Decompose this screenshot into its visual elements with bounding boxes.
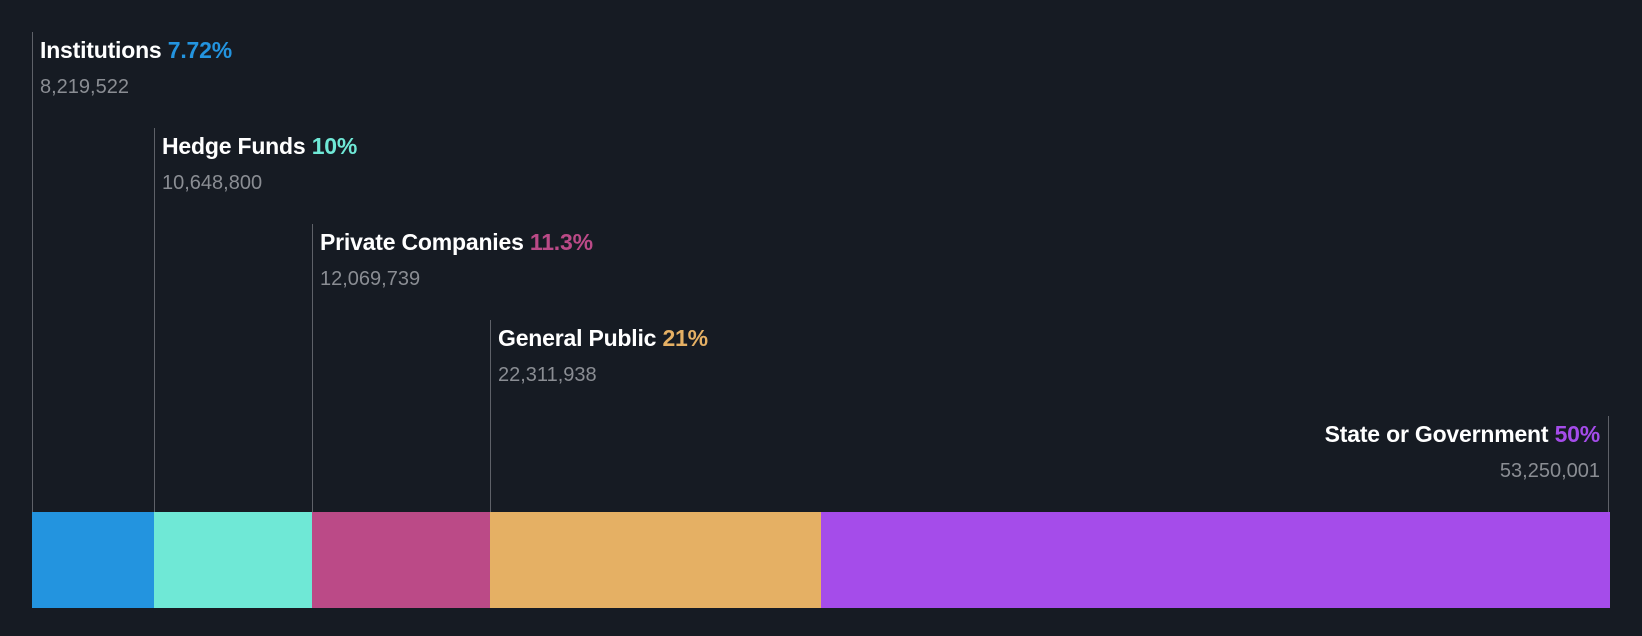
shares-count: 10,648,800 (162, 172, 263, 194)
label-institutions: Institutions 7.72% 8,219,522 (40, 36, 232, 100)
percent-value: 10% (311, 133, 358, 159)
bar-segment-institutions (32, 512, 154, 608)
category-name: General Public (498, 325, 657, 351)
percent-value: 7.72% (167, 37, 232, 63)
shares-count: 22,311,938 (498, 364, 597, 386)
percent-value: 11.3% (529, 229, 593, 255)
marker-line-hedge-funds (154, 128, 155, 512)
shares-count: 12,069,739 (320, 268, 421, 290)
bar-segment-general-public (490, 512, 821, 608)
label-hedge-funds: Hedge Funds 10% 10,648,800 (162, 132, 357, 196)
marker-line-general-public (490, 320, 491, 512)
label-private-companies: Private Companies 11.3% 12,069,739 (320, 228, 593, 292)
marker-line-state-government (1608, 416, 1609, 512)
bar-segment-private-companies (312, 512, 490, 608)
percent-value: 50% (1554, 421, 1601, 447)
category-name: State or Government (1324, 421, 1549, 447)
shares-count: 8,219,522 (40, 76, 129, 98)
category-name: Private Companies (320, 229, 524, 255)
shares-count: 53,250,001 (1499, 460, 1600, 482)
bar-segment-state-government (821, 512, 1610, 608)
marker-line-institutions (32, 32, 33, 512)
label-state-government: State or Government 50% 53,250,001 (1324, 420, 1601, 484)
category-name: Institutions (40, 37, 162, 63)
percent-value: 21% (662, 325, 708, 351)
label-general-public: General Public 21% 22,311,938 (498, 324, 708, 388)
bar-segment-hedge-funds (154, 512, 312, 608)
category-name: Hedge Funds (162, 133, 306, 159)
marker-line-private-companies (312, 224, 313, 512)
